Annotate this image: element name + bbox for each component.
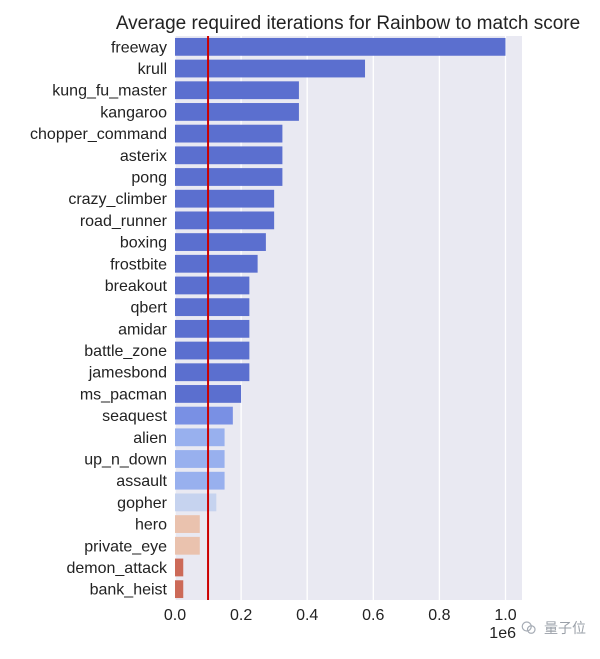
bar (175, 37, 506, 56)
bar (175, 580, 184, 599)
x-tick-label: 0.2 (230, 607, 252, 624)
category-label: battle_zone (84, 343, 167, 360)
bar (175, 406, 233, 425)
bar (175, 211, 275, 230)
category-label: krull (138, 61, 167, 78)
bar (175, 168, 283, 186)
bar (175, 450, 225, 468)
category-label: jamesbond (88, 365, 167, 382)
category-label: bank_heist (90, 582, 168, 599)
bar (175, 341, 250, 360)
category-label: road_runner (80, 213, 168, 230)
category-label: ms_pacman (80, 386, 167, 403)
bar (175, 59, 366, 78)
category-label: seaquest (102, 408, 167, 425)
category-label: frostbite (110, 256, 167, 273)
category-label: alien (133, 430, 167, 447)
category-label: hero (135, 517, 167, 534)
category-label: qbert (131, 300, 168, 317)
axis-scale-label: 1e6 (489, 625, 516, 642)
category-label: up_n_down (84, 452, 167, 469)
category-label: assault (116, 473, 167, 490)
bar (175, 103, 299, 121)
bar (175, 493, 217, 512)
watermark: 量子位 (520, 618, 586, 638)
category-label: demon_attack (66, 560, 168, 577)
x-tick-label: 0.8 (428, 607, 450, 624)
bar (175, 363, 250, 382)
bar (175, 298, 250, 317)
bar (175, 558, 184, 577)
category-label: kangaroo (100, 104, 167, 121)
category-label: asterix (120, 148, 167, 165)
bar (175, 189, 275, 208)
bar (175, 233, 266, 251)
bar (175, 276, 250, 295)
x-tick-label: 0.4 (296, 607, 318, 624)
category-label: freeway (111, 39, 167, 56)
category-label: pong (131, 170, 167, 187)
category-label: breakout (105, 278, 168, 295)
bar (175, 515, 200, 533)
bar (175, 254, 258, 273)
bar (175, 146, 283, 165)
bar (175, 471, 225, 490)
category-label: chopper_command (30, 126, 167, 143)
bar (175, 536, 200, 555)
bar (175, 319, 250, 338)
x-tick-label: 0.6 (362, 607, 384, 624)
bar (175, 81, 299, 100)
category-label: amidar (118, 321, 168, 338)
x-tick-label: 1.0 (494, 607, 516, 624)
category-label: kung_fu_master (52, 83, 167, 100)
bar (175, 124, 283, 143)
category-label: boxing (120, 235, 167, 252)
category-label: private_eye (84, 538, 167, 555)
x-tick-label: 0.0 (164, 607, 186, 624)
chart-title: Average required iterations for Rainbow … (116, 13, 580, 34)
category-label: gopher (117, 495, 167, 512)
bar (175, 428, 225, 447)
wechat-icon (521, 621, 536, 634)
watermark-text: 量子位 (544, 621, 586, 637)
category-label: crazy_climber (68, 191, 167, 208)
